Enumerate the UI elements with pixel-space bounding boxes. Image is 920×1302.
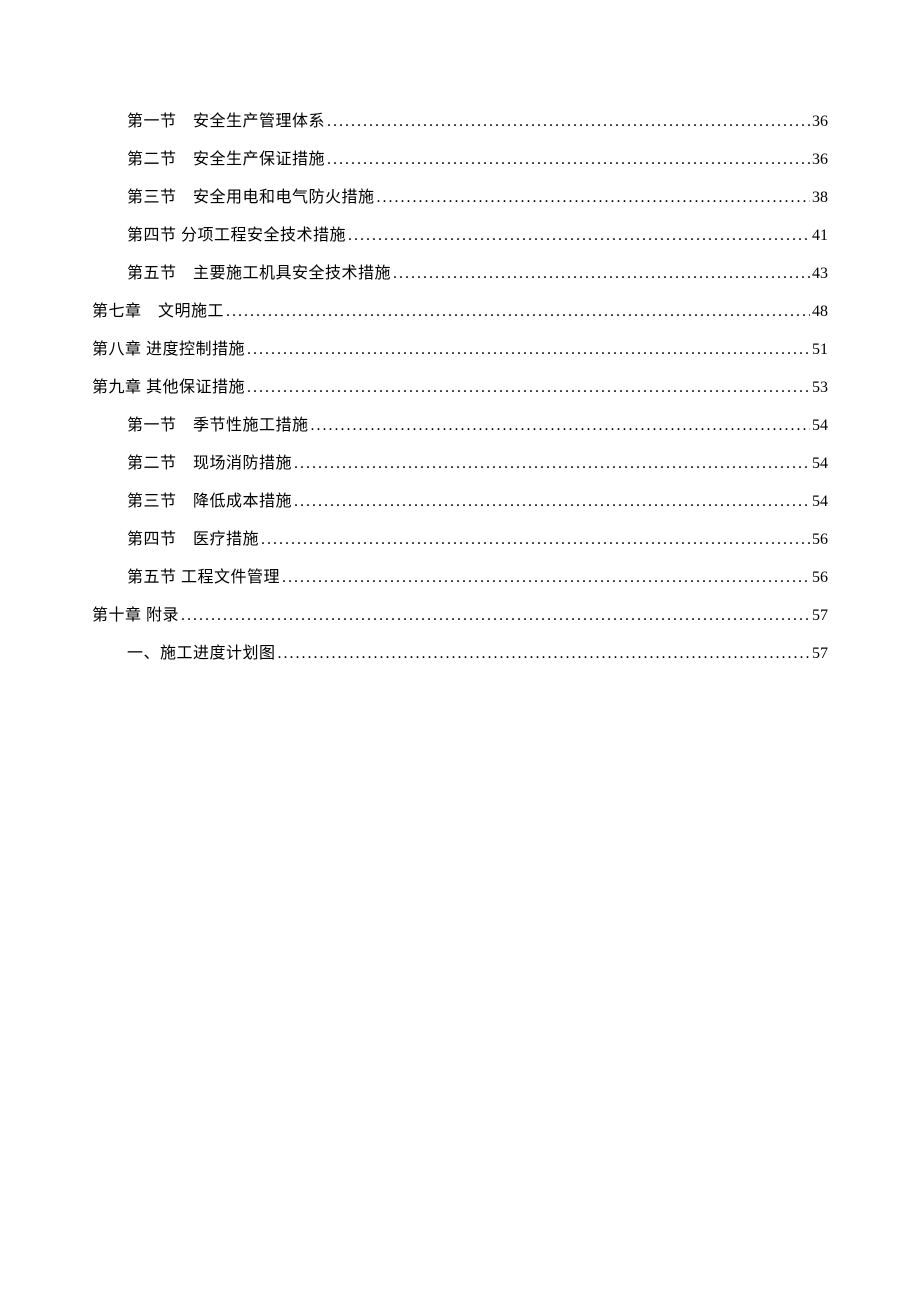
toc-entry: 第十章 附录 57 <box>92 604 828 628</box>
toc-leader <box>181 604 810 628</box>
toc-label: 第一节 安全生产管理体系 <box>127 110 325 134</box>
toc-container: 第一节 安全生产管理体系 36 第二节 安全生产保证措施 36 第三节 安全用电… <box>0 0 920 666</box>
toc-entry: 第九章 其他保证措施 53 <box>92 376 828 400</box>
toc-entry: 第四节 医疗措施 56 <box>127 528 828 552</box>
toc-label: 第二节 安全生产保证措施 <box>127 148 325 172</box>
toc-entry: 第二节 安全生产保证措施 36 <box>127 148 828 172</box>
toc-label: 第四节 医疗措施 <box>127 528 259 552</box>
toc-label: 第一节 季节性施工措施 <box>127 414 309 438</box>
toc-page-number: 53 <box>812 376 828 400</box>
toc-label: 第十章 附录 <box>92 604 179 628</box>
toc-label: 第三节 降低成本措施 <box>127 490 292 514</box>
toc-leader <box>261 528 810 552</box>
toc-label: 第八章 进度控制措施 <box>92 338 245 362</box>
toc-leader <box>226 300 810 324</box>
toc-leader <box>348 224 810 248</box>
toc-leader <box>294 452 810 476</box>
toc-entry: 第三节 降低成本措施 54 <box>127 490 828 514</box>
toc-leader <box>327 148 810 172</box>
toc-page-number: 43 <box>812 262 828 286</box>
toc-entry: 第三节 安全用电和电气防火措施 38 <box>127 186 828 210</box>
toc-page-number: 54 <box>812 490 828 514</box>
toc-leader <box>327 110 810 134</box>
toc-entry: 第四节 分项工程安全技术措施 41 <box>127 224 828 248</box>
toc-leader <box>282 566 810 590</box>
toc-page-number: 57 <box>812 642 828 666</box>
toc-label: 第五节 工程文件管理 <box>127 566 280 590</box>
toc-entry: 第一节 安全生产管理体系 36 <box>127 110 828 134</box>
toc-page-number: 48 <box>812 300 828 324</box>
toc-entry: 第一节 季节性施工措施 54 <box>127 414 828 438</box>
toc-leader <box>294 490 810 514</box>
toc-label: 第七章 文明施工 <box>92 300 224 324</box>
toc-leader <box>393 262 810 286</box>
toc-leader <box>247 376 810 400</box>
toc-entry: 第七章 文明施工 48 <box>92 300 828 324</box>
toc-leader <box>278 642 810 666</box>
toc-page-number: 41 <box>812 224 828 248</box>
toc-label: 第九章 其他保证措施 <box>92 376 245 400</box>
toc-label: 第二节 现场消防措施 <box>127 452 292 476</box>
toc-entry: 第二节 现场消防措施 54 <box>127 452 828 476</box>
toc-page-number: 56 <box>812 566 828 590</box>
toc-page-number: 54 <box>812 414 828 438</box>
toc-leader <box>311 414 810 438</box>
toc-label: 一、施工进度计划图 <box>127 642 276 666</box>
toc-page-number: 57 <box>812 604 828 628</box>
toc-entry: 第八章 进度控制措施 51 <box>92 338 828 362</box>
toc-label: 第五节 主要施工机具安全技术措施 <box>127 262 391 286</box>
toc-page-number: 36 <box>812 110 828 134</box>
toc-entry: 第五节 工程文件管理 56 <box>127 566 828 590</box>
toc-entry: 一、施工进度计划图 57 <box>127 642 828 666</box>
toc-page-number: 56 <box>812 528 828 552</box>
toc-leader <box>377 186 810 210</box>
toc-page-number: 38 <box>812 186 828 210</box>
toc-leader <box>247 338 810 362</box>
toc-label: 第四节 分项工程安全技术措施 <box>127 224 346 248</box>
toc-page-number: 54 <box>812 452 828 476</box>
toc-entry: 第五节 主要施工机具安全技术措施 43 <box>127 262 828 286</box>
toc-label: 第三节 安全用电和电气防火措施 <box>127 186 375 210</box>
toc-page-number: 36 <box>812 148 828 172</box>
toc-page-number: 51 <box>812 338 828 362</box>
